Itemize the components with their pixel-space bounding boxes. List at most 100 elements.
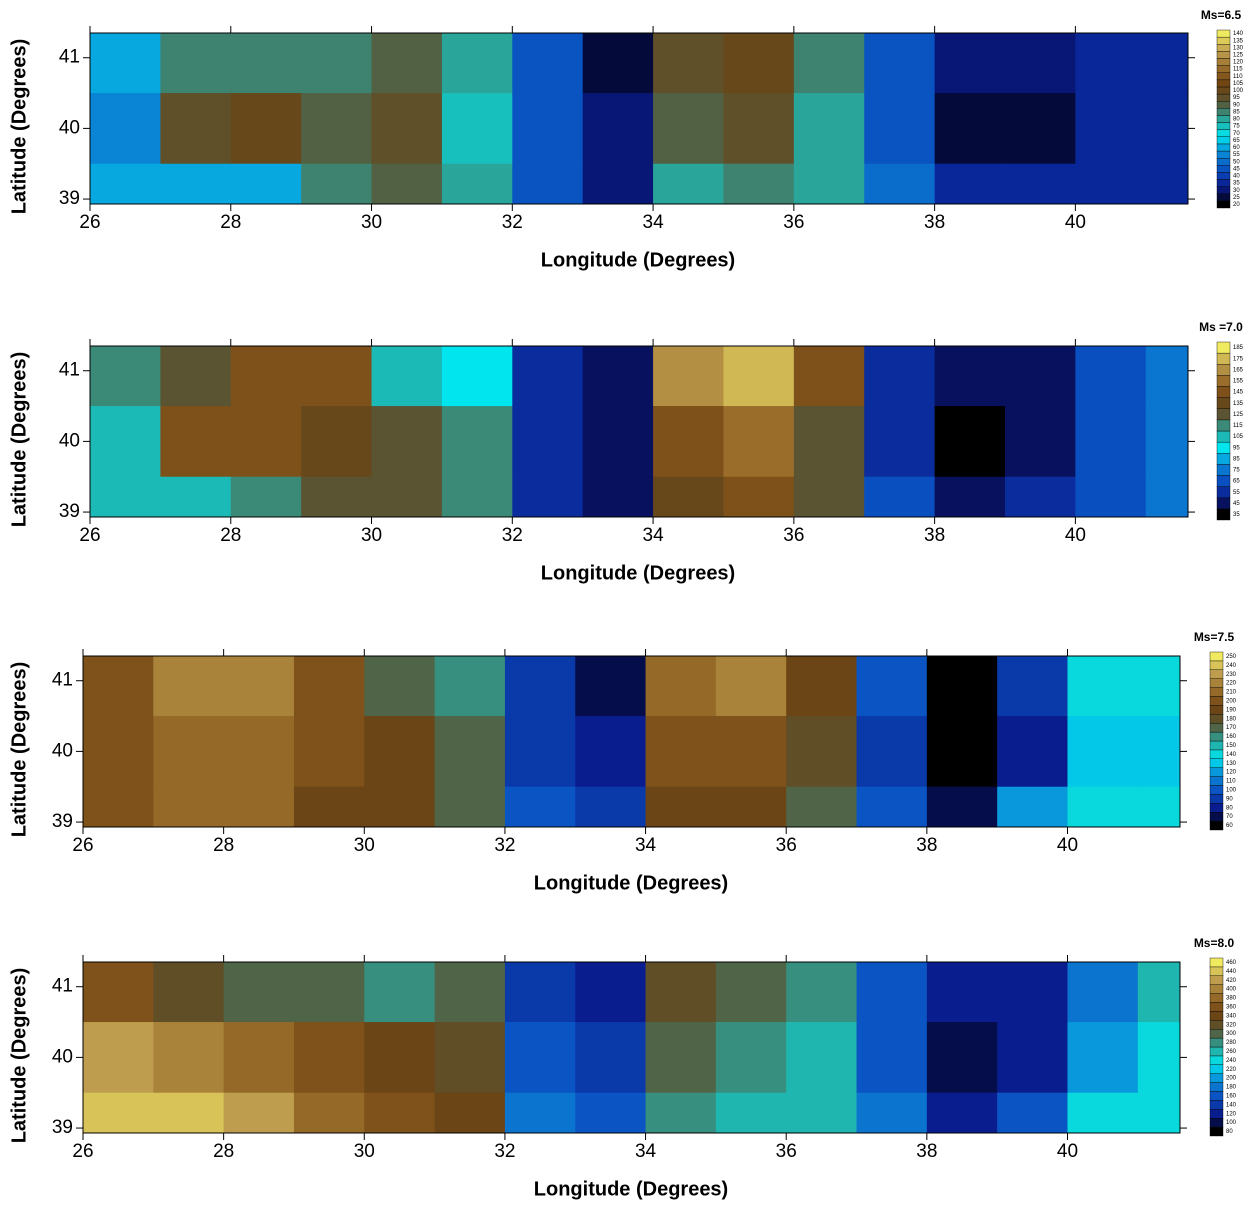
- colorbar-label: 35: [1233, 512, 1240, 518]
- contour-cell: [371, 346, 443, 407]
- contour-cell: [645, 1022, 717, 1094]
- contour-cell: [723, 476, 795, 517]
- contour-cell: [83, 1092, 154, 1133]
- colorbar-label: 110: [1226, 779, 1236, 785]
- colorbar-swatch: [1209, 785, 1224, 795]
- colorbar-label: 105: [1233, 434, 1244, 440]
- colorbar-label: 460: [1226, 960, 1237, 966]
- x-tick-label: 36: [783, 525, 804, 546]
- colorbar-swatch: [1209, 812, 1224, 822]
- colorbar-swatch: [1209, 1100, 1224, 1110]
- colorbar-label: 170: [1226, 725, 1237, 731]
- contour-cell: [90, 93, 161, 165]
- contour-cell: [83, 1022, 154, 1094]
- contour-cell: [230, 406, 302, 478]
- contour-field: [90, 346, 1188, 517]
- colorbar-swatch: [1216, 200, 1231, 209]
- colorbar-swatch: [1209, 1046, 1224, 1057]
- contour-cell: [864, 346, 936, 407]
- x-tick-label: 40: [1065, 212, 1086, 233]
- contour-cell: [364, 656, 436, 717]
- x-tick-label: 30: [361, 212, 382, 233]
- contour-cell: [926, 962, 998, 1023]
- y-tick-label: 41: [59, 47, 80, 68]
- contour-cell: [301, 163, 373, 204]
- contour-cell: [786, 716, 858, 788]
- colorbar-label: 185: [1233, 345, 1244, 351]
- y-tick-label: 39: [52, 1117, 73, 1138]
- colorbar-label: 300: [1226, 1031, 1237, 1037]
- colorbar-label: 100: [1233, 88, 1244, 94]
- colorbar-label: 50: [1233, 159, 1240, 165]
- contour-cell: [645, 656, 717, 717]
- contour-cell: [364, 1092, 436, 1133]
- colorbar-swatch: [1216, 186, 1231, 194]
- contour-cell: [1137, 656, 1180, 717]
- contour-cell: [434, 1092, 506, 1133]
- contour-cell: [786, 656, 858, 717]
- contour-cell: [645, 716, 717, 788]
- colorbar-swatch: [1216, 136, 1231, 145]
- colorbar-label: 175: [1233, 356, 1244, 362]
- contour-cell: [441, 346, 513, 407]
- colorbar-swatch: [1216, 100, 1231, 109]
- contour-cell: [864, 163, 936, 204]
- contour-cell: [864, 33, 936, 94]
- x-tick-label: 36: [776, 835, 797, 856]
- colorbar-swatch: [1216, 172, 1231, 180]
- contour-cell: [83, 716, 154, 788]
- x-tick-label: 34: [635, 835, 657, 856]
- contour-cell: [997, 656, 1068, 717]
- x-tick-label: 36: [783, 212, 804, 233]
- colorbar-swatch: [1209, 678, 1224, 688]
- contour-cell: [1145, 346, 1188, 407]
- y-axis-label: Latitude (Degrees): [8, 39, 30, 215]
- contour-cell: [1005, 93, 1076, 165]
- contour-cell: [926, 1092, 998, 1133]
- x-tick-label: 28: [213, 835, 234, 856]
- colorbar-label: 400: [1226, 987, 1237, 993]
- contour-cell: [926, 1022, 998, 1094]
- colorbar-swatch: [1216, 143, 1231, 152]
- colorbar-swatch: [1209, 984, 1224, 994]
- colorbar-label: 180: [1226, 1085, 1237, 1091]
- contour-cell: [653, 346, 724, 407]
- plot-frame: [89, 345, 1189, 518]
- contour-cell: [301, 33, 373, 94]
- y-tick-label: 41: [52, 670, 73, 691]
- colorbar-label: 55: [1233, 152, 1240, 158]
- colorbar-swatch: [1216, 165, 1231, 173]
- contour-cell: [715, 962, 787, 1023]
- colorbar-label: 85: [1233, 456, 1240, 462]
- colorbar-swatch: [1216, 44, 1231, 52]
- colorbar-swatch: [1216, 129, 1231, 137]
- contour-cell: [653, 406, 724, 478]
- contour-cell: [582, 476, 654, 517]
- contour-cell: [223, 716, 295, 788]
- colorbar-swatch: [1216, 51, 1231, 59]
- contour-cell: [793, 33, 865, 94]
- contour-cell: [83, 962, 154, 1023]
- contour-cell: [434, 1022, 506, 1094]
- colorbar-label: 200: [1226, 1076, 1237, 1082]
- contour-cell: [645, 962, 717, 1023]
- contour-cell: [582, 406, 654, 478]
- colorbar-label: 115: [1233, 423, 1243, 429]
- colorbar-label: 140: [1233, 31, 1244, 37]
- colorbar-swatch: [1216, 352, 1231, 365]
- x-axis-label: Longitude (Degrees): [534, 872, 728, 894]
- contour-cell: [160, 346, 232, 407]
- colorbar-swatch: [1209, 820, 1224, 831]
- colorbar-title: Ms =7.0: [1199, 320, 1243, 334]
- y-axis-label: Latitude (Degrees): [8, 662, 30, 838]
- colorbar-label: 110: [1233, 74, 1243, 80]
- contour-cell: [934, 93, 1006, 165]
- colorbar-swatch: [1216, 497, 1231, 510]
- y-axis-label: Latitude (Degrees): [8, 352, 30, 528]
- contour-cell: [504, 1092, 576, 1133]
- colorbar-swatch: [1209, 1064, 1224, 1074]
- contour-cell: [301, 406, 373, 478]
- x-tick-label: 32: [502, 212, 523, 233]
- contour-cell: [653, 93, 724, 165]
- contour-cell: [1005, 33, 1076, 94]
